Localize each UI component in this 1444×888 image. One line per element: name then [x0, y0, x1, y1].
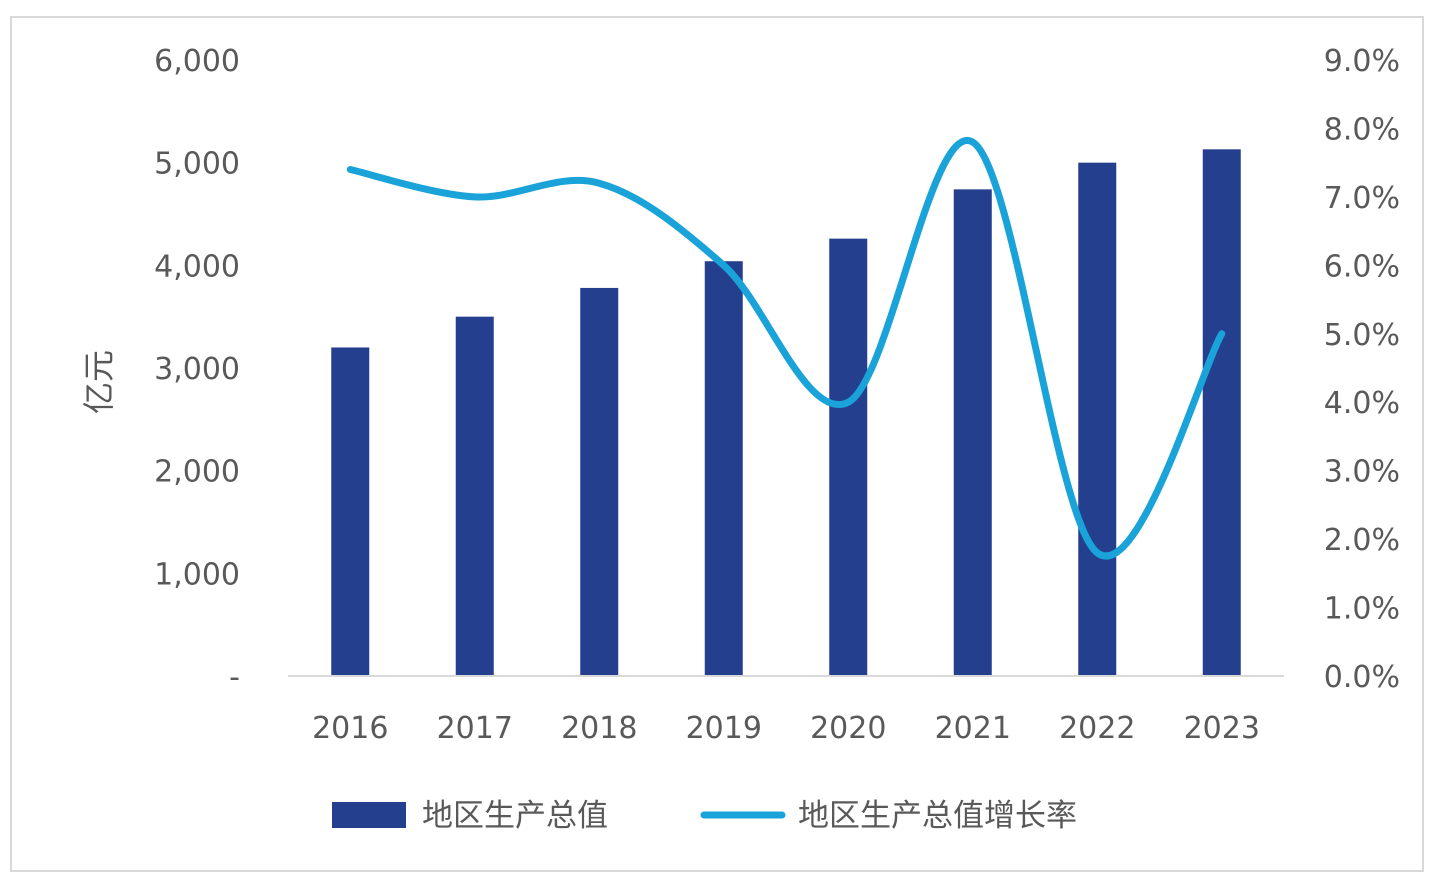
y-axis-title: 亿元: [80, 350, 118, 414]
legend-bar-swatch: [332, 802, 406, 828]
y-right-tick-label: 8.0%: [1324, 112, 1400, 147]
legend: 地区生产总值 地区生产总值增长率: [332, 798, 1077, 834]
x-tick-label: 2022: [1059, 711, 1135, 746]
y-left-tick-label: 2,000: [154, 455, 240, 490]
y-left-tick-label: 1,000: [154, 557, 240, 592]
bar: [1078, 162, 1117, 676]
bar: [704, 261, 743, 676]
bar: [455, 316, 494, 676]
x-tick-label: 2019: [686, 711, 762, 746]
legend-bar-label: 地区生产总值: [422, 798, 608, 834]
left-y-axis-ticks: - 1,000 2,000 3,000 4,000 5,000 6,000: [154, 44, 240, 695]
y-right-tick-label: 2.0%: [1324, 523, 1400, 558]
bar: [331, 347, 370, 676]
right-y-axis-ticks: 0.0% 1.0% 2.0% 3.0% 4.0% 5.0% 6.0% 7.0% 8.0% 9.0%: [1324, 44, 1400, 695]
y-left-tick-label: -: [229, 660, 240, 695]
y-right-tick-label: 0.0%: [1324, 660, 1400, 695]
growth-rate-line: [346, 137, 1226, 560]
x-tick-label: 2023: [1184, 711, 1260, 746]
chart-frame: - 1,000 2,000 3,000 4,000 5,000 6,000 0.0% 1.0%…: [10, 16, 1424, 872]
combo-chart: - 1,000 2,000 3,000 4,000 5,000 6,000 0.0% 1.0%…: [80, 44, 1400, 834]
y-left-tick-label: 3,000: [154, 352, 240, 387]
y-left-tick-label: 4,000: [154, 249, 240, 284]
legend-line-label: 地区生产总值增长率: [798, 798, 1077, 834]
x-tick-label: 2020: [810, 711, 886, 746]
bar-series: [331, 149, 1241, 677]
y-right-tick-label: 3.0%: [1324, 455, 1400, 490]
bar: [1202, 149, 1241, 676]
bar: [953, 189, 992, 677]
y-left-tick-label: 6,000: [154, 44, 240, 79]
bar: [580, 287, 619, 676]
x-tick-label: 2018: [561, 711, 637, 746]
y-right-tick-label: 6.0%: [1324, 249, 1400, 284]
y-right-tick-label: 1.0%: [1324, 592, 1400, 627]
y-left-tick-label: 5,000: [154, 147, 240, 182]
y-right-tick-label: 9.0%: [1324, 44, 1400, 79]
x-tick-label: 2016: [312, 711, 388, 746]
x-tick-label: 2021: [935, 711, 1011, 746]
bar: [829, 238, 868, 676]
y-right-tick-label: 5.0%: [1324, 318, 1400, 353]
y-right-tick-label: 4.0%: [1324, 386, 1400, 421]
y-right-tick-label: 7.0%: [1324, 181, 1400, 216]
x-tick-label: 2017: [437, 711, 513, 746]
x-axis-ticks: 2016 2017 2018 2019 2020 2021 2022 2023: [312, 711, 1260, 746]
